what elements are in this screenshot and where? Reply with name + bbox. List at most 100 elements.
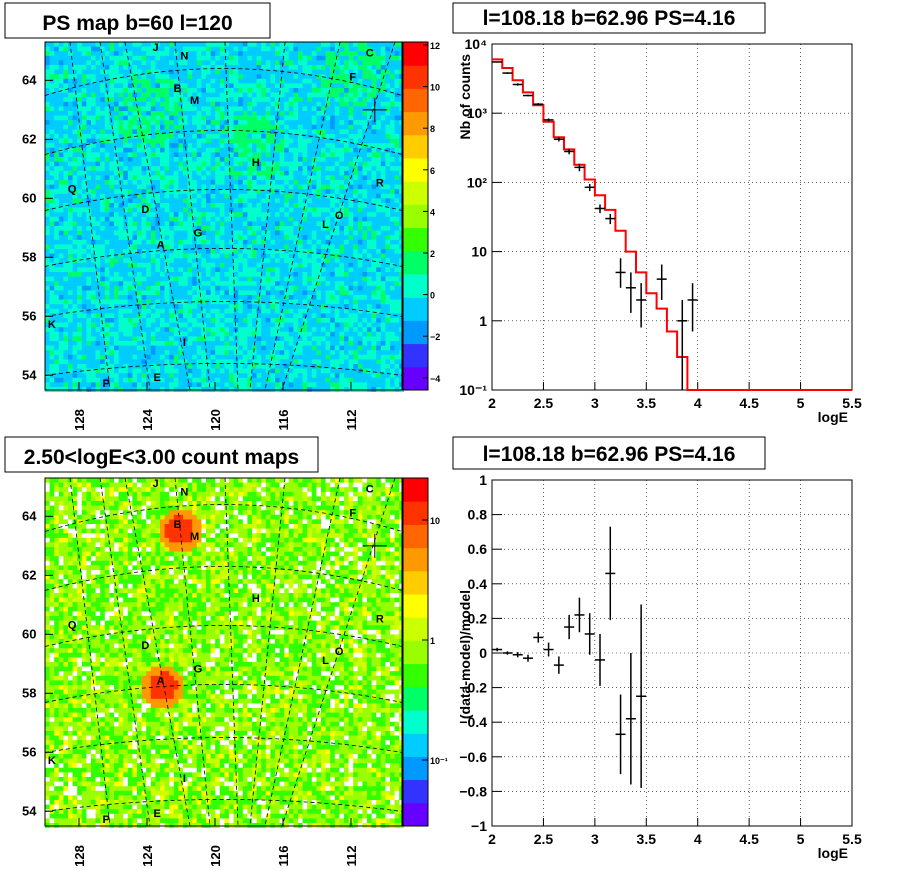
heatmap-pixel xyxy=(298,290,303,296)
heatmap-pixel xyxy=(261,92,267,98)
heatmap-pixel xyxy=(132,359,138,365)
heatmap-pixel xyxy=(196,230,202,236)
heatmap-pixel xyxy=(169,359,175,365)
heatmap-pixel xyxy=(307,290,313,296)
heatmap-pixel xyxy=(224,313,230,319)
heatmap-pixel xyxy=(49,69,55,75)
heatmap-pixel xyxy=(132,97,138,103)
heatmap-pixel xyxy=(252,249,257,254)
heatmap-pixel xyxy=(58,341,64,346)
heatmap-pixel xyxy=(242,364,248,369)
heatmap-pixel xyxy=(265,387,271,392)
heatmap-pixel xyxy=(196,318,202,323)
heatmap-pixel xyxy=(247,157,253,162)
heatmap-pixel xyxy=(201,120,207,126)
heatmap-pixel xyxy=(178,111,184,116)
heatmap-pixel xyxy=(307,327,313,333)
heatmap-pixel xyxy=(183,97,188,103)
heatmap-pixel xyxy=(155,285,161,291)
heatmap-pixel xyxy=(127,221,133,227)
heatmap-pixel xyxy=(265,166,271,172)
heatmap-pixel xyxy=(137,166,142,172)
heatmap-pixel xyxy=(150,175,156,181)
heatmap-pixel xyxy=(127,78,133,84)
heatmap-pixel xyxy=(45,299,50,305)
heatmap-pixel xyxy=(183,166,188,172)
heatmap-pixel xyxy=(261,207,267,213)
heatmap-pixel xyxy=(141,336,147,342)
heatmap-pixel xyxy=(137,382,142,388)
heatmap-pixel xyxy=(137,272,142,277)
heatmap-pixel xyxy=(127,184,133,190)
heatmap-pixel xyxy=(45,281,50,287)
heatmap-pixel xyxy=(302,313,308,319)
heatmap-pixel xyxy=(63,382,69,388)
heatmap-pixel xyxy=(77,345,83,351)
heatmap-pixel xyxy=(219,143,225,149)
heatmap-pixel xyxy=(45,267,50,273)
heatmap-pixel xyxy=(100,216,106,222)
heatmap-pixel xyxy=(86,134,92,139)
heatmap-pixel xyxy=(114,115,119,121)
heatmap-pixel xyxy=(311,120,317,126)
heatmap-pixel xyxy=(275,244,280,250)
heatmap-pixel xyxy=(95,60,101,66)
heatmap-pixel xyxy=(164,253,170,259)
heatmap-pixel xyxy=(150,170,156,176)
heatmap-pixel xyxy=(334,74,340,80)
heatmap-pixel xyxy=(187,65,193,70)
heatmap-pixel xyxy=(123,129,129,135)
heatmap-pixel xyxy=(164,281,170,287)
heatmap-pixel xyxy=(224,157,230,162)
heatmap-pixel xyxy=(284,313,290,319)
heatmap-pixel xyxy=(137,60,142,66)
heatmap-pixel xyxy=(293,308,299,314)
heatmap-pixel xyxy=(275,134,280,139)
heatmap-pixel xyxy=(339,101,345,107)
heatmap-pixel xyxy=(210,189,216,195)
heatmap-pixel xyxy=(160,189,165,195)
heatmap-pixel xyxy=(178,175,184,181)
heatmap-pixel xyxy=(242,216,248,222)
heatmap-pixel xyxy=(141,377,147,383)
heatmap-pixel xyxy=(284,230,290,236)
heatmap-pixel xyxy=(127,387,133,392)
heatmap-pixel xyxy=(104,175,110,181)
heatmap-pixel xyxy=(169,51,175,57)
heatmap-pixel xyxy=(141,341,147,346)
heatmap-pixel xyxy=(330,382,336,388)
heatmap-pixel xyxy=(265,327,271,333)
heatmap-pixel xyxy=(311,262,317,268)
heatmap-pixel xyxy=(196,69,202,75)
heatmap-pixel xyxy=(325,88,331,93)
heatmap-pixel xyxy=(164,46,170,52)
heatmap-pixel xyxy=(201,83,207,89)
heatmap-pixel xyxy=(316,175,322,181)
heatmap-pixel xyxy=(54,226,60,231)
heatmap-pixel xyxy=(77,304,83,310)
heatmap-pixel xyxy=(104,262,110,268)
heatmap-pixel xyxy=(127,281,133,287)
heatmap-pixel xyxy=(275,318,280,323)
heatmap-pixel xyxy=(91,331,96,337)
heatmap-pixel xyxy=(81,285,87,291)
heatmap-pixel xyxy=(321,226,326,231)
heatmap-pixel xyxy=(183,327,188,333)
heatmap-pixel xyxy=(109,364,115,369)
heatmap-pixel xyxy=(58,111,64,116)
heatmap-pixel xyxy=(233,193,239,199)
heatmap-pixel xyxy=(302,161,308,167)
heatmap-pixel xyxy=(141,304,147,310)
heatmap-pixel xyxy=(330,51,336,57)
heatmap-pixel xyxy=(279,235,285,241)
heatmap-pixel xyxy=(325,78,331,84)
heatmap-pixel xyxy=(49,120,55,126)
heatmap-pixel xyxy=(192,170,198,176)
heatmap-pixel xyxy=(169,226,175,231)
heatmap-pixel xyxy=(114,138,119,144)
heatmap-pixel xyxy=(321,345,326,351)
heatmap-pixel xyxy=(58,350,64,356)
heatmap-pixel xyxy=(311,304,317,310)
heatmap-pixel xyxy=(68,387,73,392)
